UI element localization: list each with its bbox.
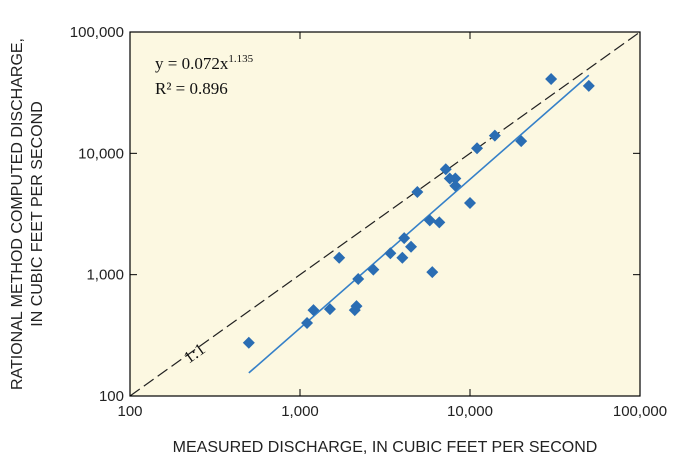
equation-text: y = 0.072x: [155, 54, 229, 73]
point: [545, 72, 558, 85]
point: [433, 216, 446, 229]
point: [464, 196, 476, 209]
point: [439, 163, 452, 176]
point: [488, 129, 501, 142]
x-tick-label: 1,000: [281, 403, 319, 420]
y-tick-label: 10,000: [78, 145, 124, 162]
point: [242, 336, 255, 349]
point: [396, 251, 409, 264]
point: [323, 303, 336, 316]
y-axis-label: IN CUBIC FEET PER SECOND: [29, 101, 46, 327]
one-to-one-line: [130, 32, 640, 396]
point: [307, 304, 320, 317]
y-tick-label: 100: [99, 388, 124, 405]
point: [423, 214, 436, 227]
plot-frame: [129, 31, 641, 397]
point: [471, 142, 484, 155]
point: [449, 179, 462, 192]
point: [367, 263, 380, 276]
equation: y = 0.072x1.135: [155, 53, 254, 73]
point: [515, 135, 528, 148]
point: [352, 273, 365, 286]
point: [411, 186, 424, 199]
point: [582, 79, 595, 92]
x-axis-label: MEASURED DISCHARGE, IN CUBIC FEET PER SE…: [173, 439, 598, 456]
point: [333, 251, 346, 264]
point: [301, 316, 314, 329]
x-tick-label: 100: [117, 403, 142, 420]
point: [384, 247, 397, 260]
point: [405, 240, 418, 253]
x-tick-label: 10,000: [447, 403, 493, 420]
y-axis-label: RATIONAL METHOD COMPUTED DISCHARGE,: [9, 38, 26, 390]
x-tick-label: 100,000: [613, 403, 667, 420]
point: [350, 300, 363, 313]
r-squared: R² = 0.896: [155, 79, 228, 98]
y-tick-label: 1,000: [86, 267, 124, 284]
point: [398, 232, 411, 245]
equation-exponent: 1.135: [228, 53, 253, 65]
point: [449, 172, 462, 185]
y-tick-label: 100,000: [70, 24, 124, 41]
point: [426, 266, 439, 279]
